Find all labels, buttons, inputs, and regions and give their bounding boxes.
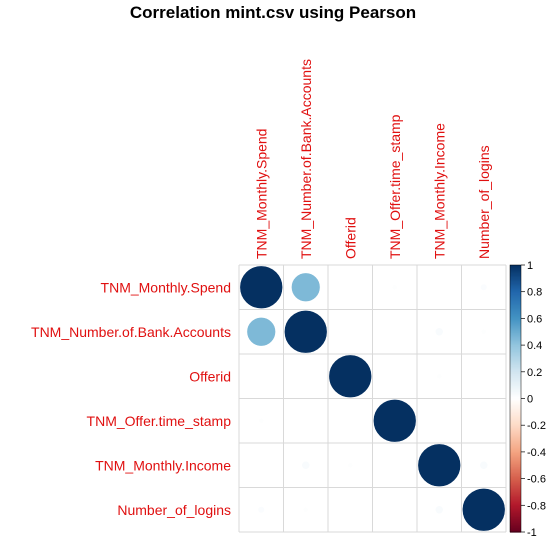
- row-label: Number_of_logins: [117, 502, 231, 518]
- correlation-circle: [373, 399, 416, 442]
- colorbar-tick-label: 1: [527, 260, 533, 272]
- column-label: TNM_Offer.time_stamp: [387, 114, 403, 259]
- colorbar-tick-label: -0.2: [527, 420, 546, 432]
- correlation-circle: [302, 462, 309, 469]
- correlation-circle: [418, 444, 461, 487]
- correlation-circle: [240, 266, 283, 309]
- correlation-circle: [481, 284, 487, 290]
- correlation-circle: [259, 419, 263, 423]
- correlation-circle: [462, 488, 505, 531]
- correlation-circle: [480, 462, 487, 469]
- row-label: TNM_Number.of.Bank.Accounts: [31, 324, 231, 340]
- column-label: Offerid: [342, 217, 358, 259]
- column-label: TNM_Number.of.Bank.Accounts: [298, 59, 314, 259]
- colorbar-tick-label: -1: [527, 527, 537, 539]
- correlation-circle: [436, 328, 443, 335]
- colorbar-tick-label: 0.4: [527, 340, 542, 352]
- colorbar-tick-label: 0.6: [527, 313, 542, 325]
- colorbar-tick-label: 0.8: [527, 287, 542, 299]
- colorbar-tick-label: -0.4: [527, 447, 546, 459]
- correlation-circle: [284, 310, 327, 353]
- correlation-circle: [258, 507, 264, 513]
- correlation-circle: [291, 273, 320, 302]
- colorbar-segment: [510, 531, 521, 533]
- correlation-circle: [482, 330, 486, 334]
- colorbar-tick-label: 0: [527, 394, 533, 406]
- column-label: Number_of_logins: [476, 145, 492, 259]
- column-label: TNM_Monthly.Spend: [253, 129, 269, 259]
- correlation-circle: [393, 285, 397, 289]
- row-label: Offerid: [189, 368, 231, 384]
- column-labels: TNM_Monthly.Spend TNM_Number.of.Bank.Acco…: [253, 59, 492, 259]
- correlation-circle: [304, 508, 308, 512]
- row-labels: TNM_Monthly.Spend TNM_Number.of.Bank.Acco…: [31, 279, 231, 518]
- row-label: TNM_Monthly.Spend: [101, 279, 231, 295]
- row-label: TNM_Offer.time_stamp: [87, 413, 232, 429]
- correlation-circle: [348, 463, 352, 467]
- correlation-circle: [247, 317, 276, 346]
- colorbar-tick-label: -0.8: [527, 500, 546, 512]
- row-label: TNM_Monthly.Income: [95, 457, 231, 473]
- correlation-circle: [436, 506, 443, 513]
- colorbar: 1 0.8 0.6 0.4 0.2 0 -0.2 -0.4 -0.6 -0.8 -1: [510, 260, 546, 539]
- grid: [239, 265, 506, 532]
- column-label: TNM_Monthly.Income: [431, 123, 447, 259]
- colorbar-tick-label: -0.6: [527, 474, 546, 486]
- correlation-circle: [329, 355, 372, 398]
- chart-title: Correlation mint.csv using Pearson: [130, 3, 416, 22]
- colorbar-tick-label: 0.2: [527, 367, 542, 379]
- correlation-circle: [437, 374, 441, 378]
